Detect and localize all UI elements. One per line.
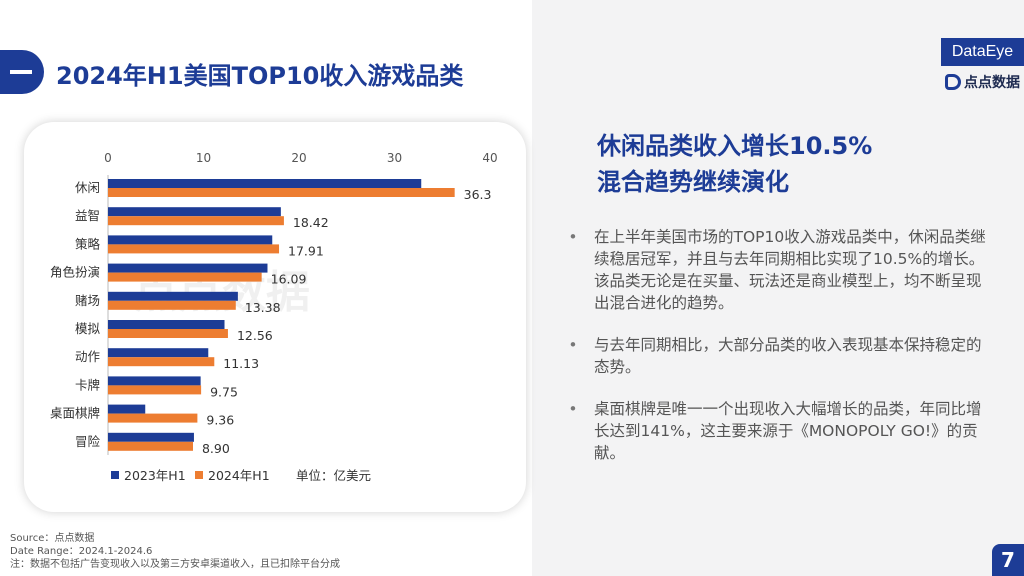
x-tick-label: 0 — [104, 151, 112, 165]
chart-card: 点点数据010203040休闲36.3益智18.42策略17.91角色扮演16.… — [24, 122, 526, 512]
right-panel — [532, 0, 1024, 576]
data-label: 16.09 — [271, 272, 307, 287]
bar-2024 — [108, 357, 215, 367]
category-label: 赌场 — [75, 293, 100, 308]
bar-2023 — [108, 348, 209, 358]
bullet-item: • 桌面棋牌是唯一一个出现收入大幅增长的品类，年同比增长达到141%，这主要来源… — [566, 398, 994, 464]
bar-2024 — [108, 244, 280, 254]
category-label: 模拟 — [75, 321, 101, 336]
bar-2023 — [108, 320, 225, 329]
data-label: 17.91 — [288, 243, 324, 258]
diandian-logo-icon — [945, 74, 961, 90]
data-label: 11.13 — [223, 356, 259, 371]
bar-2024 — [108, 188, 455, 197]
page-title: 2024年H1美国TOP10收入游戏品类 — [56, 62, 464, 90]
data-label: 12.56 — [237, 328, 273, 343]
bullet-text: 与去年同期相比，大部分品类的收入表现基本保持稳定的态势。 — [594, 336, 982, 376]
data-label: 13.38 — [245, 300, 281, 315]
bullet-dot: • — [568, 336, 578, 354]
revenue-bar-chart: 点点数据010203040休闲36.3益智18.42策略17.91角色扮演16.… — [50, 151, 498, 483]
diandian-logo: 点点数据 — [945, 72, 1020, 92]
footer-source: Source：点点数据 — [10, 533, 95, 544]
headline-line-1: 休闲品类收入增长10.5% — [597, 132, 873, 160]
insight-headline: 休闲品类收入增长10.5% 混合趋势继续演化 — [597, 128, 977, 200]
bar-2023 — [108, 179, 422, 188]
bullet-item: • 在上半年美国市场的TOP10收入游戏品类中，休闲品类继续稳居冠军，并且与去年… — [566, 226, 994, 314]
bullet-dot: • — [568, 400, 578, 418]
headline-line-2: 混合趋势继续演化 — [597, 168, 789, 196]
legend-swatch-2024 — [195, 471, 203, 479]
x-tick-label: 30 — [387, 151, 402, 165]
data-label: 8.90 — [202, 441, 230, 456]
bullet-item: • 与去年同期相比，大部分品类的收入表现基本保持稳定的态势。 — [566, 334, 994, 378]
bar-2023 — [108, 404, 146, 414]
bar-2023 — [108, 432, 194, 442]
data-label: 18.42 — [293, 215, 329, 230]
bullet-text: 在上半年美国市场的TOP10收入游戏品类中，休闲品类继续稳居冠军，并且与去年同期… — [594, 228, 986, 312]
page-number: 7 — [992, 544, 1024, 576]
category-label: 动作 — [75, 349, 101, 364]
bar-2024 — [108, 413, 198, 423]
bar-2024 — [108, 385, 202, 395]
legend-label-2024: 2024年H1 — [208, 468, 270, 483]
legend-label-2023: 2023年H1 — [124, 468, 186, 483]
title-accent-bar — [0, 50, 44, 94]
bar-2024 — [108, 300, 236, 310]
bar-2024 — [108, 329, 228, 338]
category-label: 益智 — [75, 208, 100, 223]
dataeye-logo: DataEye — [941, 38, 1024, 66]
bar-2023 — [108, 207, 281, 217]
category-label: 卡牌 — [75, 377, 100, 392]
bar-2024 — [108, 272, 262, 282]
insight-bullets: • 在上半年美国市场的TOP10收入游戏品类中，休闲品类继续稳居冠军，并且与去年… — [566, 226, 994, 484]
bullet-dot: • — [568, 228, 578, 246]
legend-swatch-2023 — [111, 471, 119, 479]
bar-2023 — [108, 263, 268, 273]
bar-2023 — [108, 376, 201, 386]
category-label: 角色扮演 — [50, 265, 100, 280]
bar-2024 — [108, 441, 193, 451]
x-tick-label: 10 — [196, 151, 211, 165]
category-label: 冒险 — [75, 434, 101, 449]
data-label: 36.3 — [464, 187, 492, 202]
footer-notes: Source：点点数据 Date Range：2024.1-2024.6 注：数… — [10, 532, 340, 571]
bullet-text: 桌面棋牌是唯一一个出现收入大幅增长的品类，年同比增长达到141%，这主要来源于《… — [594, 400, 982, 462]
bar-2023 — [108, 291, 238, 301]
x-tick-label: 20 — [291, 151, 306, 165]
bar-2024 — [108, 216, 284, 226]
unit-note: 单位：亿美元 — [296, 468, 371, 483]
x-tick-label: 40 — [482, 151, 497, 165]
category-label: 桌面棋牌 — [50, 406, 100, 421]
footer-note: 注：数据不包括广告变现收入以及第三方安卓渠道收入，且已扣除平台分成 — [10, 559, 340, 570]
diandian-logo-text: 点点数据 — [964, 75, 1020, 91]
data-label: 9.36 — [206, 413, 234, 428]
footer-date-range: Date Range：2024.1-2024.6 — [10, 546, 153, 557]
category-label: 休闲 — [75, 180, 100, 195]
bar-2023 — [108, 235, 273, 245]
category-label: 策略 — [75, 236, 101, 251]
data-label: 9.75 — [210, 384, 238, 399]
